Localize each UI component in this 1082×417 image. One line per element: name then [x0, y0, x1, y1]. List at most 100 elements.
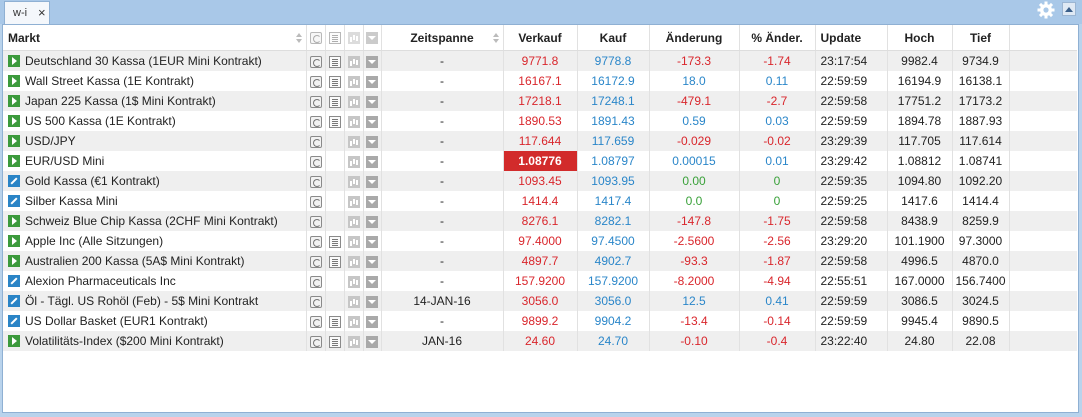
- chart-cell[interactable]: [344, 171, 364, 191]
- refresh-cell[interactable]: [306, 111, 326, 131]
- document-icon[interactable]: [328, 335, 341, 348]
- play-icon[interactable]: [8, 155, 20, 167]
- header-zeitspanne[interactable]: Zeitspanne: [381, 25, 504, 51]
- dropdown-icon[interactable]: [366, 295, 378, 308]
- dropdown-cell[interactable]: [363, 271, 382, 291]
- chart-cell[interactable]: [344, 211, 364, 231]
- dropdown-cell[interactable]: [363, 171, 382, 191]
- chart-cell[interactable]: [344, 131, 364, 151]
- chart-icon[interactable]: [347, 135, 360, 148]
- header-kauf[interactable]: Kauf: [577, 25, 650, 51]
- dropdown-cell[interactable]: [363, 71, 382, 91]
- play-icon[interactable]: [8, 115, 20, 127]
- play-icon[interactable]: [8, 235, 20, 247]
- sell-price[interactable]: 117.644: [503, 131, 578, 151]
- doc-cell[interactable]: [325, 50, 345, 71]
- buy-price[interactable]: 8282.1: [577, 211, 650, 231]
- buy-price[interactable]: 97.4500: [577, 231, 650, 251]
- buy-price[interactable]: 9904.2: [577, 311, 650, 331]
- header-pct[interactable]: % Änder.: [739, 25, 816, 51]
- chart-cell[interactable]: [344, 191, 364, 211]
- buy-price[interactable]: 1093.95: [577, 171, 650, 191]
- buy-price[interactable]: 4902.7: [577, 251, 650, 271]
- refresh-cell[interactable]: [306, 331, 326, 351]
- sell-price[interactable]: 3056.0: [503, 291, 578, 311]
- doc-cell[interactable]: [325, 131, 345, 151]
- refresh-icon[interactable]: [309, 75, 322, 88]
- document-icon[interactable]: [328, 55, 341, 68]
- market-name-cell[interactable]: Öl - Tägl. US Rohöl (Feb) - 5$ Mini Kont…: [3, 291, 307, 311]
- doc-cell[interactable]: [325, 91, 345, 111]
- dropdown-cell[interactable]: [363, 331, 382, 351]
- play-icon[interactable]: [8, 135, 20, 147]
- dropdown-icon[interactable]: [366, 195, 378, 208]
- pencil-icon[interactable]: [8, 275, 20, 287]
- play-icon[interactable]: [8, 255, 20, 267]
- refresh-icon[interactable]: [309, 95, 322, 108]
- table-row[interactable]: Wall Street Kassa (1E Kontrakt) -16167.1 1…: [3, 71, 1077, 91]
- table-row[interactable]: Deutschland 30 Kassa (1EUR Mini Kontrakt…: [3, 50, 1077, 71]
- table-row[interactable]: Schweiz Blue Chip Kassa (2CHF Mini Kontr…: [3, 211, 1077, 231]
- buy-price[interactable]: 3056.0: [577, 291, 650, 311]
- sell-price[interactable]: 4897.7: [503, 251, 578, 271]
- market-name-cell[interactable]: Gold Kassa (€1 Kontrakt): [3, 171, 307, 191]
- refresh-cell[interactable]: [306, 311, 326, 331]
- doc-cell[interactable]: [325, 271, 345, 291]
- table-row[interactable]: US 500 Kassa (1E Kontrakt) -1890.53 1891.4…: [3, 111, 1077, 131]
- document-icon[interactable]: [328, 315, 341, 328]
- chart-cell[interactable]: [344, 91, 364, 111]
- dropdown-cell[interactable]: [363, 291, 382, 311]
- chart-icon[interactable]: [347, 215, 360, 228]
- buy-price[interactable]: 1.08797: [577, 151, 650, 171]
- refresh-icon[interactable]: [309, 115, 322, 128]
- sell-price[interactable]: 97.4000: [503, 231, 578, 251]
- chart-icon[interactable]: [347, 55, 360, 68]
- chart-icon[interactable]: [347, 275, 360, 288]
- dropdown-icon[interactable]: [366, 175, 378, 188]
- chart-cell[interactable]: [344, 251, 364, 271]
- pencil-icon[interactable]: [8, 295, 20, 307]
- dropdown-cell[interactable]: [363, 191, 382, 211]
- sell-price[interactable]: 17218.1: [503, 91, 578, 111]
- header-markt[interactable]: Markt: [3, 25, 307, 51]
- refresh-cell[interactable]: [306, 91, 326, 111]
- chart-cell[interactable]: [344, 151, 364, 171]
- document-icon[interactable]: [328, 95, 341, 108]
- dropdown-cell[interactable]: [363, 251, 382, 271]
- chart-cell[interactable]: [344, 50, 364, 71]
- table-row[interactable]: Öl - Tägl. US Rohöl (Feb) - 5$ Mini Kont…: [3, 291, 1077, 311]
- sort-icon[interactable]: [295, 33, 302, 43]
- table-row[interactable]: Australien 200 Kassa (5A$ Mini Kontrakt)…: [3, 251, 1077, 271]
- refresh-icon[interactable]: [309, 235, 322, 248]
- dropdown-icon[interactable]: [366, 75, 378, 88]
- chart-icon[interactable]: [347, 155, 360, 168]
- doc-cell[interactable]: [325, 151, 345, 171]
- play-icon[interactable]: [8, 95, 20, 107]
- chart-cell[interactable]: [344, 311, 364, 331]
- buy-price[interactable]: 1891.43: [577, 111, 650, 131]
- gear-icon[interactable]: [1036, 0, 1056, 20]
- table-row[interactable]: Volatilitäts-Index ($200 Mini Kontrakt) J…: [3, 331, 1077, 351]
- doc-cell[interactable]: [325, 111, 345, 131]
- refresh-cell[interactable]: [306, 131, 326, 151]
- market-name-cell[interactable]: Volatilitäts-Index ($200 Mini Kontrakt): [3, 331, 307, 351]
- document-icon[interactable]: [328, 75, 341, 88]
- chart-icon[interactable]: [347, 255, 360, 268]
- refresh-icon[interactable]: [309, 55, 322, 68]
- refresh-cell[interactable]: [306, 291, 326, 311]
- market-name-cell[interactable]: Alexion Pharmaceuticals Inc: [3, 271, 307, 291]
- refresh-icon[interactable]: [309, 215, 322, 228]
- chart-icon[interactable]: [347, 235, 360, 248]
- refresh-icon[interactable]: [309, 255, 322, 268]
- dropdown-cell[interactable]: [363, 311, 382, 331]
- chart-cell[interactable]: [344, 111, 364, 131]
- header-verkauf[interactable]: Verkauf: [503, 25, 578, 51]
- table-row[interactable]: Silber Kassa Mini -1414.4 1417.4 0.0 0 22:59:…: [3, 191, 1077, 211]
- table-row[interactable]: EUR/USD Mini -1.08776 1.08797 0.00015 0.01 23…: [3, 151, 1077, 171]
- market-name-cell[interactable]: US Dollar Basket (EUR1 Kontrakt): [3, 311, 307, 331]
- buy-price[interactable]: 1417.4: [577, 191, 650, 211]
- buy-price[interactable]: 24.70: [577, 331, 650, 351]
- header-update[interactable]: Update: [815, 25, 888, 51]
- table-row[interactable]: USD/JPY -117.644 117.659 -0.029 -0.02 23:29:3…: [3, 131, 1077, 151]
- header-aenderung[interactable]: Änderung: [649, 25, 740, 51]
